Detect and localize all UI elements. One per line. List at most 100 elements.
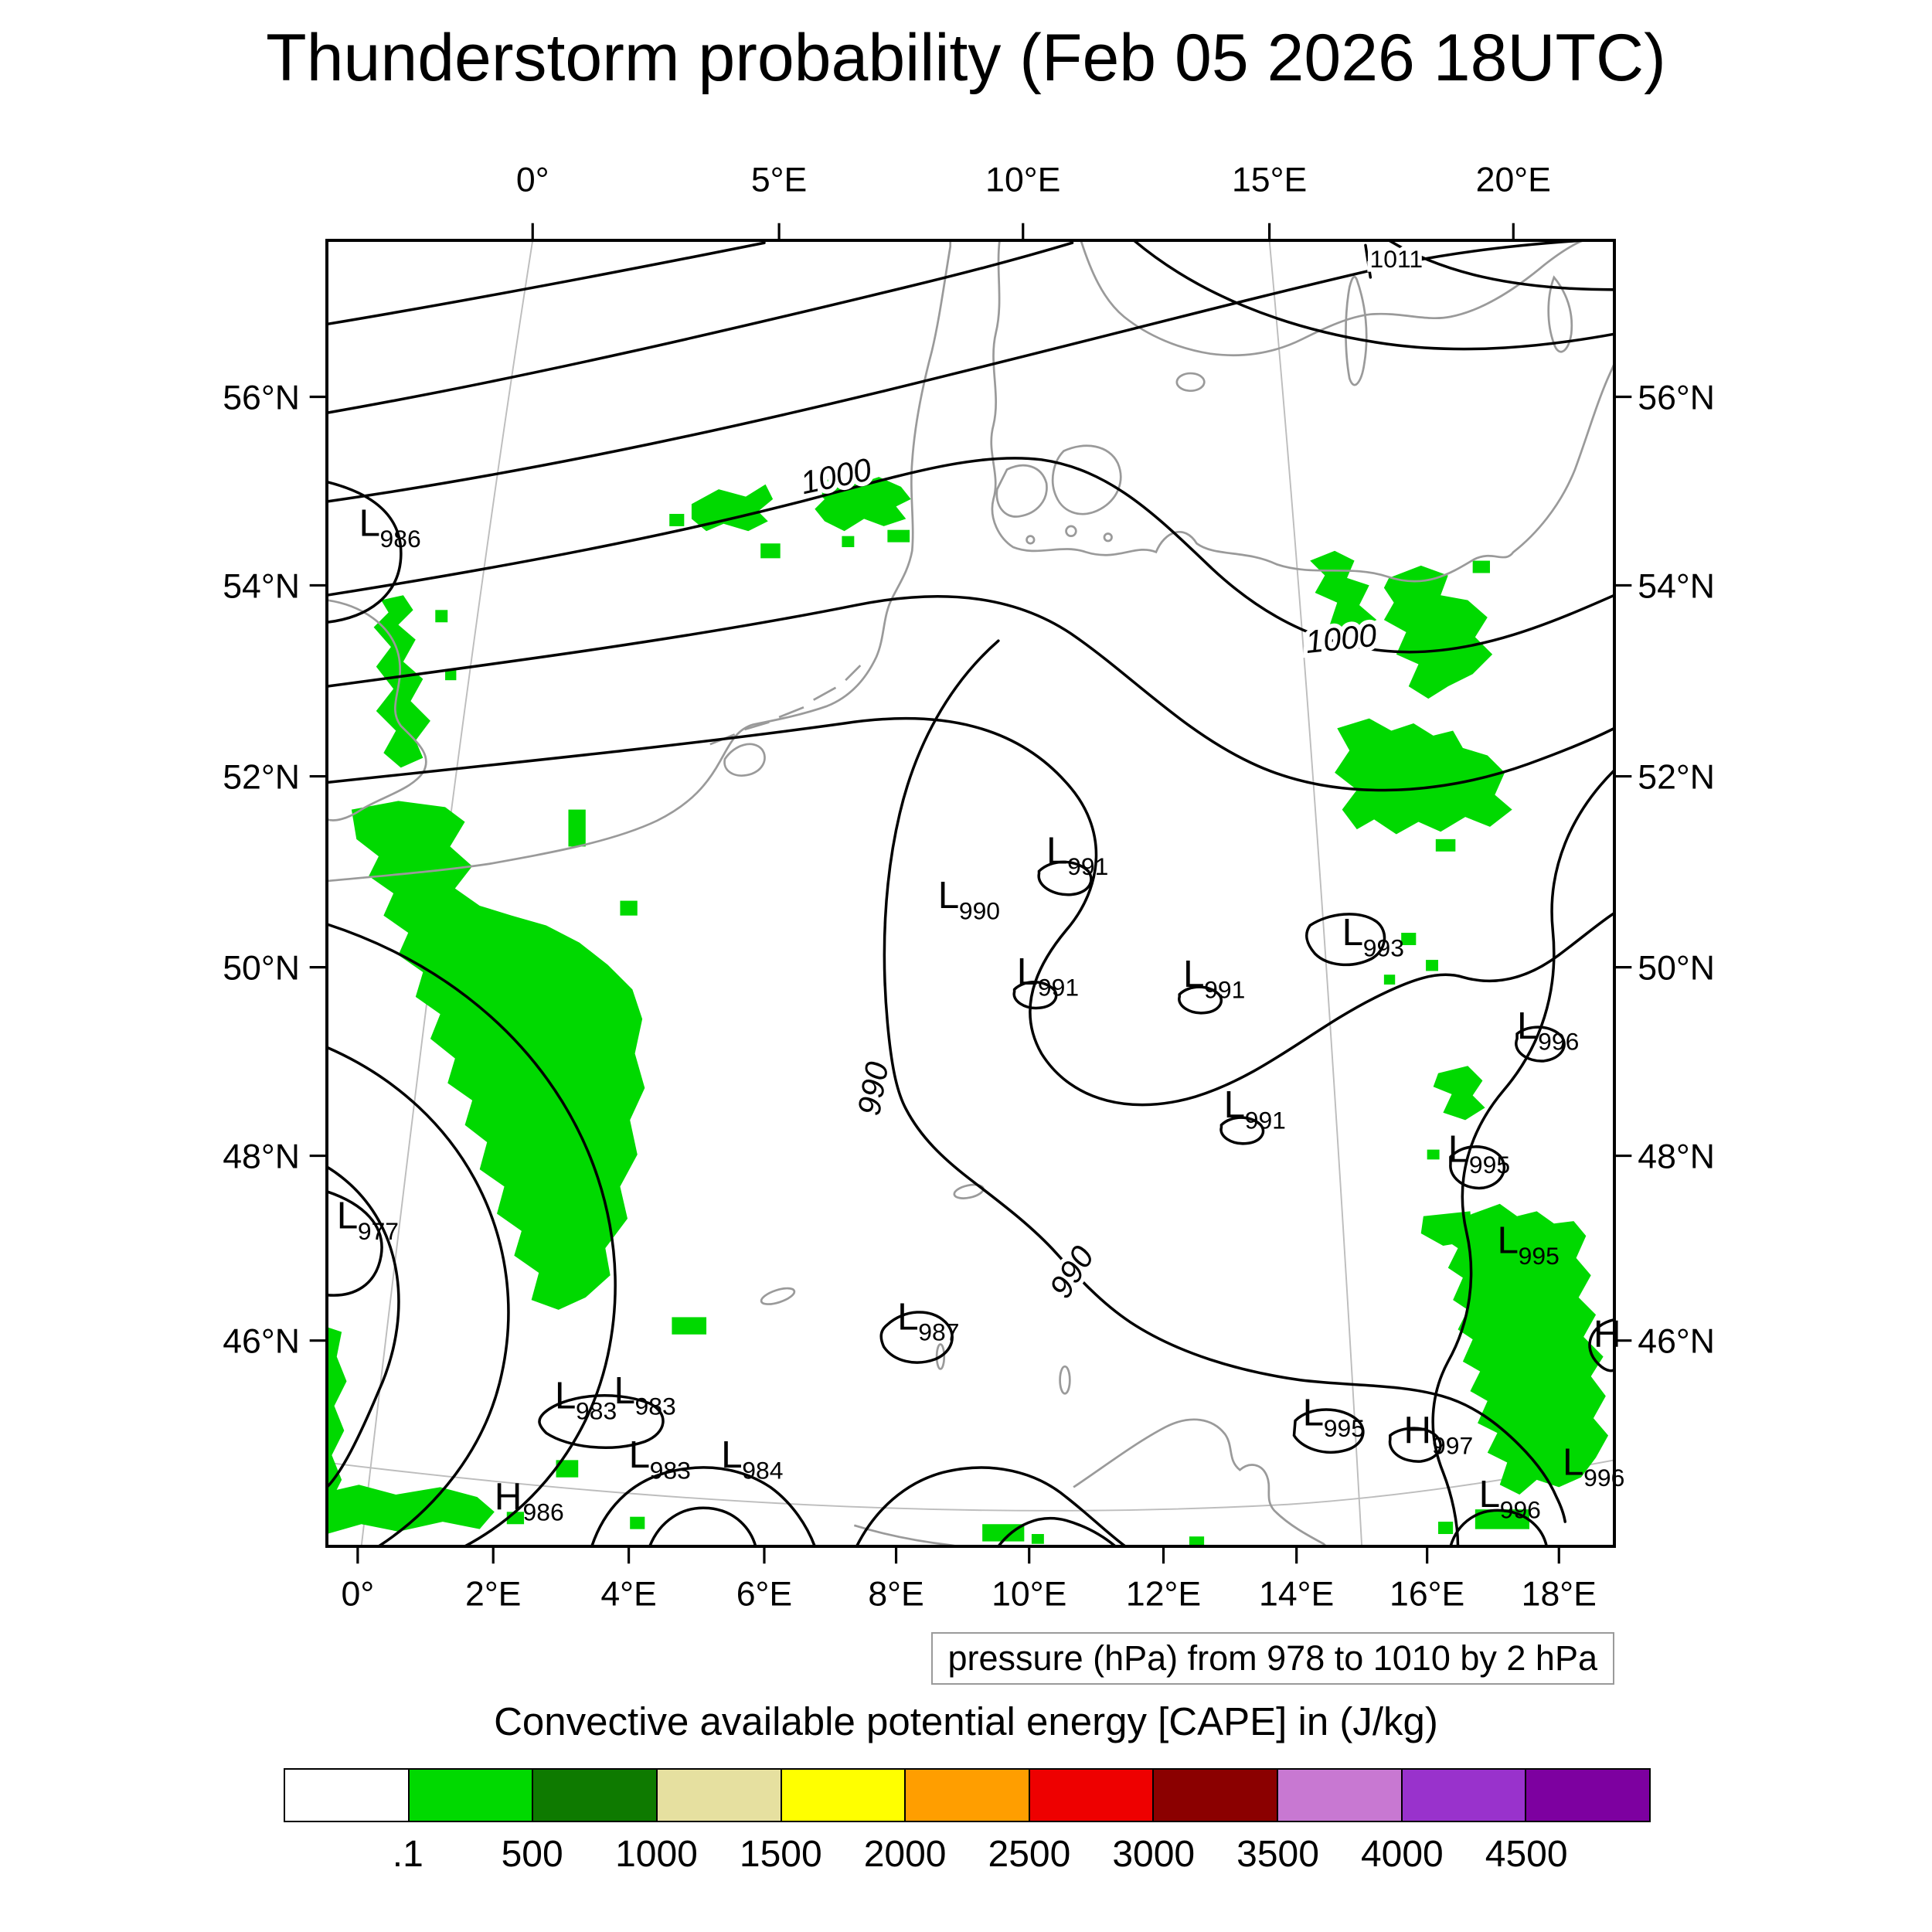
pressure-center-value: 991: [1067, 852, 1108, 880]
pressure-center-letter: L: [337, 1195, 358, 1237]
top-axis-tick-label: 0°: [516, 161, 549, 199]
cape-region: [445, 668, 457, 681]
cape-region: [1435, 838, 1456, 852]
pressure-center-value: 995: [1469, 1151, 1510, 1179]
meridian-line: [1268, 240, 1363, 1547]
cape-region: [1426, 960, 1439, 971]
cape-colorbar: [284, 1768, 1651, 1822]
colorbar-cell: [781, 1770, 906, 1821]
colorbar-cell: [409, 1770, 534, 1821]
bottom-axis-tick-label: 18°E: [1522, 1575, 1597, 1613]
colorbar-cell: [533, 1770, 658, 1821]
pressure-center-value: 990: [959, 896, 1000, 924]
pressure-center-letter: L: [1342, 911, 1363, 954]
cape-region: [842, 536, 855, 548]
cape-region: [1472, 560, 1490, 573]
coastline: [326, 240, 952, 883]
bottom-axis-tick-label: 16°E: [1389, 1575, 1464, 1613]
right-axis-tick-label: 52°N: [1638, 758, 1715, 796]
pressure-center-letter: L: [629, 1434, 650, 1476]
colorbar-cell: [1154, 1770, 1279, 1821]
pressure-center-label: L 991: [1046, 830, 1108, 880]
bottom-axis-tick-label: 12°E: [1126, 1575, 1201, 1613]
pressure-center-value: 986: [380, 525, 421, 553]
colorbar-tick-label: 4500: [1485, 1834, 1568, 1875]
pressure-center-value: 991: [1204, 976, 1245, 1004]
pressure-center-value: 977: [358, 1217, 399, 1245]
pressure-center-letter: L: [1183, 953, 1204, 995]
parallel-line: [326, 1459, 1615, 1512]
graticule: [326, 240, 1615, 1547]
cape-region: [1383, 975, 1396, 985]
isobar: [325, 241, 766, 326]
cape-region: [435, 610, 448, 623]
pressure-center-label: L 983: [614, 1369, 675, 1420]
pressure-center-letter: L: [938, 874, 959, 917]
cape-region: [1031, 1534, 1044, 1544]
isobar: [325, 241, 1074, 414]
bottom-axis-tick-label: 14°E: [1259, 1575, 1334, 1613]
bottom-axis-tick-label: 6°E: [736, 1575, 792, 1613]
colorbar-tick-label: 500: [501, 1834, 563, 1875]
cape-region: [1438, 1522, 1454, 1535]
cape-region: [672, 1317, 707, 1335]
cape-region: [1335, 718, 1512, 835]
bottom-axis-tick-label: 0°: [342, 1575, 375, 1613]
pressure-center-letter: L: [1448, 1128, 1469, 1171]
coastline: [1073, 1418, 1327, 1547]
cape-region: [327, 1485, 495, 1535]
pressure-center-letter: L: [1224, 1083, 1245, 1126]
colorbar-cell: [285, 1770, 410, 1821]
cape-region: [809, 477, 911, 532]
pressure-center-label: L 996: [1563, 1440, 1624, 1491]
island-coastline: [1175, 372, 1206, 392]
pressure-center-letter: L: [1563, 1440, 1583, 1483]
pressure-center-letter: L: [1498, 1219, 1519, 1262]
pressure-center-letter: H: [495, 1475, 522, 1518]
isobar: [325, 594, 1616, 792]
top-axis-tick-label: 10°E: [985, 161, 1060, 199]
cape-region: [691, 484, 774, 532]
left-axis-tick-label: 50°N: [223, 950, 300, 988]
pressure-center-value: 987: [918, 1318, 959, 1346]
right-axis-tick-label: 48°N: [1638, 1138, 1715, 1176]
colorbar-tick-label: 1000: [615, 1834, 698, 1875]
isobar: [1515, 1026, 1566, 1063]
right-axis-tick-label: 50°N: [1638, 950, 1715, 988]
isobar: [1449, 1509, 1549, 1548]
pressure-center-label: H: [1594, 1313, 1621, 1355]
pressure-center-value: 993: [1363, 934, 1404, 961]
cape-region: [1401, 933, 1417, 945]
pressure-center-value: 996: [1500, 1495, 1541, 1523]
pressure-center-value: 991: [1245, 1107, 1286, 1134]
isobar: [648, 1506, 757, 1548]
isobar: [325, 1165, 400, 1489]
pressure-center-value: 995: [1519, 1242, 1560, 1270]
pressure-center-letter: L: [1303, 1392, 1324, 1434]
isobar: [325, 1190, 383, 1297]
pressure-center-value: 997: [1432, 1431, 1473, 1459]
isobar: [325, 923, 617, 1548]
isobar: [1178, 985, 1223, 1015]
colorbar-title: Convective available potential energy [C…: [494, 1699, 1438, 1743]
top-axis-tick-label: 15°E: [1232, 161, 1307, 199]
pressure-center-value: 983: [576, 1397, 617, 1425]
right-axis-tick-label: 46°N: [1638, 1323, 1715, 1361]
cape-shading: [327, 477, 1609, 1546]
pressure-center-letter: L: [555, 1374, 576, 1417]
cape-region: [1383, 565, 1493, 699]
colorbar-tick-label: 3500: [1236, 1834, 1319, 1875]
isobar: [1588, 1318, 1616, 1372]
coastline: [1080, 239, 1584, 357]
cape-region: [1443, 1203, 1609, 1495]
colorbar-cell: [1278, 1770, 1403, 1821]
pressure-center-label: L 983: [555, 1374, 617, 1424]
cape-region: [556, 1460, 579, 1478]
island-coastline: [1103, 532, 1113, 543]
cape-region: [373, 595, 430, 768]
isobar: [1292, 1408, 1365, 1454]
isobar: [997, 1516, 1117, 1548]
